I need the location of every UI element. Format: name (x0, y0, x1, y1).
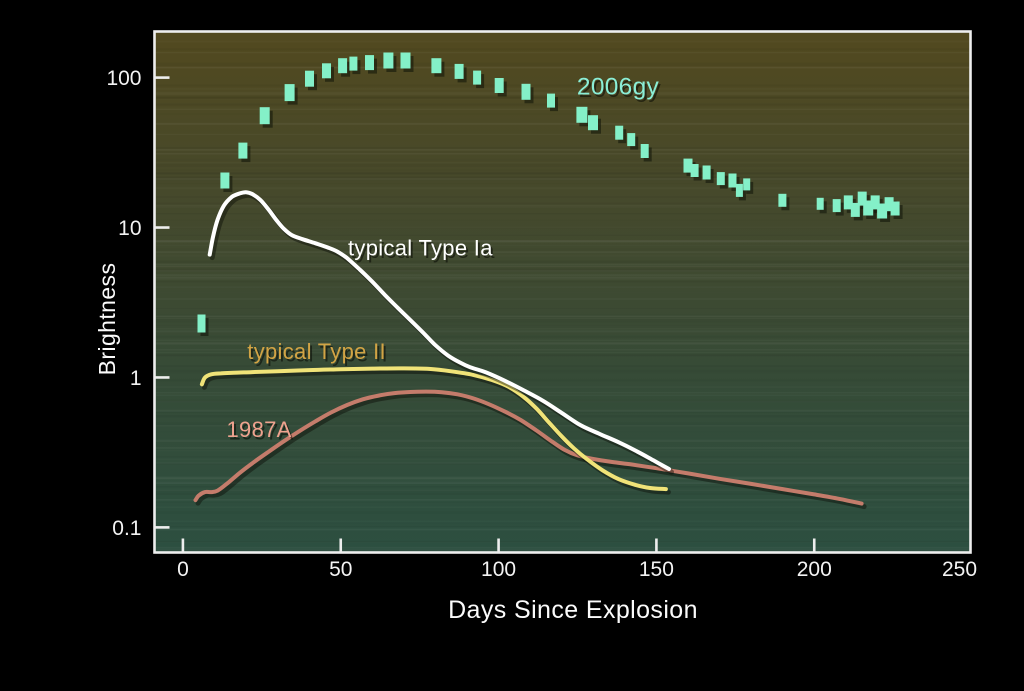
curves-layer (193, 190, 867, 510)
data-point-2006gy (284, 84, 295, 102)
data-point-2006gy (640, 144, 649, 158)
data-point-2006gy (338, 58, 348, 74)
data-point-2006gy (863, 200, 874, 216)
data-point-2006gy (576, 106, 588, 123)
data-point-2006gy (431, 58, 442, 74)
curve-label-shadow-1987a: 1987A (229, 420, 294, 445)
curve-label-2006gy: 2006gy (577, 74, 660, 101)
curve-label-typical-type-ia: typical Type Ia (348, 236, 493, 261)
plot-background (154, 31, 971, 553)
plot-frame (153, 30, 972, 554)
data-point-2006gy (884, 197, 894, 212)
data-point-2006gy (588, 115, 598, 131)
y-tick-label: 100 (106, 67, 141, 90)
data-point-2006gy (220, 172, 230, 189)
data-point-2006gy (454, 63, 464, 79)
curve-label-shadow-2006gy: 2006gy (579, 76, 662, 103)
data-point-2006gy (615, 125, 624, 140)
y-axis-title: Brightness (94, 263, 120, 376)
curve-shadow-1987a (195, 392, 867, 510)
data-point-2006gy (627, 133, 636, 147)
data-point-2006gy (857, 191, 867, 206)
data-point-2006gy (877, 203, 888, 219)
axis-ticks: 0 50 100 150 200 250 100 10 1 0.1 (106, 67, 977, 581)
data-point-2006gy (683, 158, 693, 173)
curve-1987a (193, 389, 864, 506)
data-point-2006gy (238, 142, 248, 159)
data-point-2006gy (843, 195, 853, 210)
data-point-2006gy (521, 83, 531, 100)
x-tick-label: 200 (797, 558, 832, 581)
y-tick-label: 0.1 (112, 517, 141, 540)
data-point-2006gy (349, 56, 358, 71)
curve-label-shadow-typical-type-ia: typical Type Ia (350, 238, 495, 263)
data-point-2006gy (690, 164, 699, 177)
plot-texture (156, 66, 970, 551)
data-point-2006gy (473, 70, 482, 85)
data-point-2006gy (832, 199, 841, 213)
data-point-2006gy (305, 70, 314, 87)
scatter-layer (197, 52, 903, 336)
x-tick-label: 150 (639, 558, 674, 581)
data-point-2006gy (400, 52, 411, 69)
data-point-2006gy (735, 183, 743, 197)
data-point-2006gy (816, 197, 824, 210)
data-point-2006gy (383, 52, 394, 69)
curve-typical-type-ia (207, 190, 671, 471)
x-tick-label: 250 (942, 558, 977, 581)
data-point-2006gy (743, 178, 751, 191)
curve-label-shadow-typical-type-ii: typical Type II (249, 342, 388, 367)
data-point-2006gy (850, 202, 860, 217)
data-point-2006gy (494, 78, 504, 93)
y-tick-label: 1 (130, 367, 142, 390)
data-point-markers (197, 52, 900, 333)
x-tick-label: 0 (177, 558, 189, 581)
data-point-2006gy (716, 172, 725, 186)
data-point-2006gy (547, 93, 555, 108)
x-axis-title: Days Since Explosion (448, 596, 698, 624)
data-point-2006gy (259, 107, 270, 125)
data-point-2006gy (365, 55, 374, 71)
data-point-2006gy (890, 201, 900, 216)
data-point-2006gy (322, 63, 331, 79)
data-point-2006gy (778, 193, 787, 207)
curve-label-typical-type-ii: typical Type II (247, 339, 386, 364)
x-tick-label: 50 (329, 558, 352, 581)
x-tick-label: 100 (481, 558, 516, 581)
data-point-2006gy (728, 173, 737, 188)
curve-label-1987a: 1987A (227, 417, 292, 442)
data-point-2006gy (870, 195, 880, 210)
y-tick-label: 10 (118, 217, 141, 240)
curve-typical-type-ii (199, 366, 668, 492)
data-point-2006gy (197, 314, 206, 333)
data-point-2006gy (702, 165, 711, 180)
